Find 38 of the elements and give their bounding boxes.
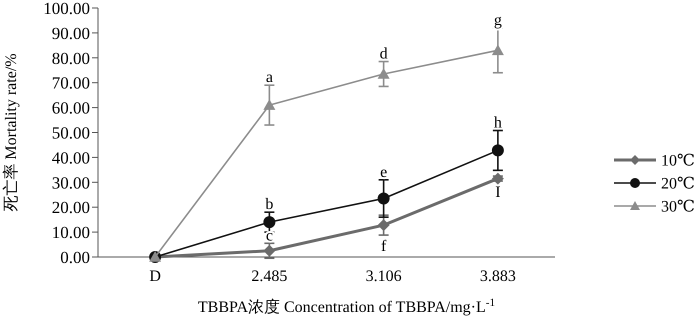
point bbox=[492, 144, 504, 156]
point bbox=[263, 244, 276, 257]
point bbox=[378, 192, 390, 204]
y-tick-label: 90.00 bbox=[52, 24, 90, 43]
point bbox=[492, 44, 504, 56]
x-tick-label: 3.106 bbox=[366, 268, 402, 285]
point bbox=[492, 172, 504, 185]
y-tick-label: 60.00 bbox=[52, 98, 90, 118]
legend-label: 30℃ bbox=[661, 198, 695, 216]
point bbox=[378, 219, 390, 232]
x-axis-title: TBBPA浓度 Concentration of TBBPA/mg·L$^{-1}$ bbox=[198, 297, 496, 316]
y-tick-label: 70.00 bbox=[52, 74, 90, 93]
y-tick-label: 0.00 bbox=[60, 248, 90, 267]
y-tick-label: 100.00 bbox=[43, 0, 90, 18]
x-tick-label: 3.883 bbox=[480, 268, 516, 285]
annotation: c bbox=[266, 227, 273, 244]
y-tick-label: 20.00 bbox=[52, 198, 90, 218]
y-tick-label: 40.00 bbox=[52, 148, 90, 168]
y-axis-title: 死亡率 Mortality rate/% bbox=[2, 53, 20, 212]
y-tick-label: 10.00 bbox=[52, 223, 90, 242]
annotation: d bbox=[380, 46, 388, 63]
y-tick-label: 30.00 bbox=[52, 173, 90, 192]
point bbox=[263, 99, 276, 110]
annotation: a bbox=[266, 69, 273, 86]
annotation: e bbox=[380, 164, 388, 181]
annotation: b bbox=[265, 196, 274, 214]
annotation: g bbox=[494, 12, 502, 29]
legend-label: 20℃ bbox=[661, 176, 695, 193]
x-tick-label: 2.485 bbox=[251, 268, 288, 285]
annotation: I bbox=[495, 184, 501, 202]
annotation: h bbox=[494, 114, 502, 132]
legend-label: 10℃ bbox=[661, 152, 695, 170]
point bbox=[263, 216, 276, 228]
y-tick-label: 80.00 bbox=[52, 48, 90, 68]
point bbox=[378, 68, 390, 79]
x-tick-label: D bbox=[149, 268, 161, 285]
y-tick-label: 50.00 bbox=[52, 123, 90, 142]
annotation: f bbox=[380, 238, 387, 256]
